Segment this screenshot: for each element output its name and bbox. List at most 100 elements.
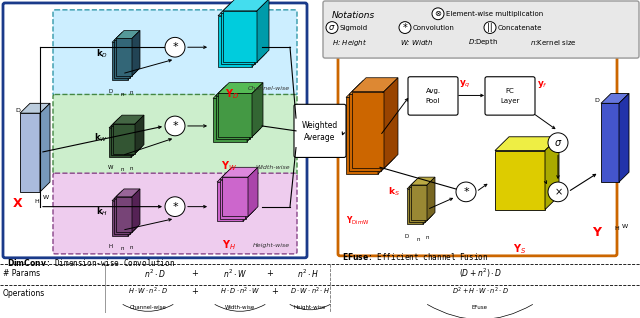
Polygon shape <box>346 84 392 97</box>
Polygon shape <box>20 113 40 192</box>
FancyBboxPatch shape <box>53 10 297 95</box>
Polygon shape <box>222 177 248 217</box>
Text: Notations: Notations <box>332 11 375 20</box>
Text: $\mathbf{k}_D$: $\mathbf{k}_D$ <box>96 48 108 60</box>
Polygon shape <box>133 117 142 156</box>
Polygon shape <box>216 96 250 139</box>
Text: $\mathbf{Y}_{\mathrm{DimW}}$: $\mathbf{Y}_{\mathrm{DimW}}$ <box>346 215 370 227</box>
Text: $\sigma$: $\sigma$ <box>328 23 336 32</box>
Text: $\mathbf{DimConv}$: Dimension-wise Convolution: $\mathbf{DimConv}$: Dimension-wise Convo… <box>7 257 175 268</box>
Polygon shape <box>220 170 255 180</box>
Circle shape <box>326 22 338 33</box>
Circle shape <box>399 22 411 33</box>
Text: D: D <box>404 234 409 239</box>
FancyBboxPatch shape <box>3 3 307 258</box>
Text: n: n <box>120 167 124 172</box>
Polygon shape <box>217 172 253 182</box>
Text: $D$:Depth: $D$:Depth <box>468 37 498 47</box>
Text: $\otimes$: $\otimes$ <box>434 9 442 18</box>
Polygon shape <box>255 2 266 65</box>
Polygon shape <box>109 119 140 128</box>
Text: n: n <box>130 245 134 250</box>
FancyBboxPatch shape <box>338 55 617 256</box>
Text: $\mathbf{X}$: $\mathbf{X}$ <box>12 197 24 210</box>
Polygon shape <box>601 103 619 182</box>
Text: Width-wise: Width-wise <box>225 305 255 309</box>
Text: $n^2 \cdot D$: $n^2 \cdot D$ <box>144 267 166 280</box>
Text: $\mathbf{k}_H$: $\mathbf{k}_H$ <box>96 205 108 218</box>
Text: $D \cdot W \cdot n^2 \cdot H$: $D \cdot W \cdot n^2 \cdot H$ <box>290 286 330 297</box>
Polygon shape <box>113 124 135 154</box>
Polygon shape <box>116 189 140 197</box>
Text: $\mathbf{y}_f$: $\mathbf{y}_f$ <box>537 79 548 90</box>
Circle shape <box>456 182 476 202</box>
FancyBboxPatch shape <box>294 104 346 157</box>
Circle shape <box>548 182 568 202</box>
Polygon shape <box>221 13 255 65</box>
Polygon shape <box>40 103 50 192</box>
Polygon shape <box>213 87 258 98</box>
Polygon shape <box>407 181 431 189</box>
Polygon shape <box>223 0 269 11</box>
Text: n: n <box>426 235 429 240</box>
Text: +: + <box>191 269 198 278</box>
Polygon shape <box>247 87 258 142</box>
Polygon shape <box>130 32 138 78</box>
Polygon shape <box>218 93 252 137</box>
Text: Channel-wise: Channel-wise <box>248 86 290 91</box>
Polygon shape <box>114 40 130 78</box>
Text: Avg.: Avg. <box>426 87 440 93</box>
Polygon shape <box>352 78 398 92</box>
Text: Concatenate: Concatenate <box>498 24 542 31</box>
Polygon shape <box>495 150 545 210</box>
Text: Average: Average <box>304 133 336 142</box>
Polygon shape <box>218 4 264 16</box>
Text: $\mathbf{Y}_H$: $\mathbf{Y}_H$ <box>222 238 236 252</box>
Text: *: * <box>463 187 469 197</box>
Text: $\mathbf{Y}_W$: $\mathbf{Y}_W$ <box>221 159 237 173</box>
Circle shape <box>165 197 185 217</box>
Text: $D^2 + H \cdot W \cdot n^2 \cdot D$: $D^2 + H \cdot W \cdot n^2 \cdot D$ <box>452 286 508 297</box>
Polygon shape <box>250 85 260 139</box>
Polygon shape <box>378 84 392 174</box>
Text: ||: || <box>487 23 493 32</box>
Text: *: * <box>172 42 178 52</box>
Text: $\mathbf{k}_S$: $\mathbf{k}_S$ <box>388 186 400 198</box>
Text: $\mathbf{k}_W$: $\mathbf{k}_W$ <box>94 132 108 144</box>
Circle shape <box>165 116 185 136</box>
Polygon shape <box>384 78 398 168</box>
Polygon shape <box>243 172 253 221</box>
Text: Sigmoid: Sigmoid <box>340 24 368 31</box>
Polygon shape <box>132 189 140 232</box>
Text: Height-wise: Height-wise <box>294 305 326 309</box>
Polygon shape <box>218 83 263 93</box>
Text: Width-wise: Width-wise <box>255 165 290 170</box>
Polygon shape <box>601 93 629 103</box>
Text: Convolution: Convolution <box>413 24 455 31</box>
Text: *: * <box>172 202 178 212</box>
Text: n: n <box>130 90 134 94</box>
Polygon shape <box>257 0 269 62</box>
Text: D: D <box>15 108 20 113</box>
Polygon shape <box>221 2 266 13</box>
Polygon shape <box>116 38 132 76</box>
Polygon shape <box>223 11 257 62</box>
Circle shape <box>548 133 568 153</box>
Polygon shape <box>349 94 381 171</box>
Text: Height-wise: Height-wise <box>253 243 290 248</box>
Polygon shape <box>220 180 246 219</box>
Polygon shape <box>112 42 128 80</box>
Polygon shape <box>252 83 263 137</box>
Circle shape <box>484 22 496 33</box>
Text: W: W <box>43 195 49 200</box>
Text: Element-wise multiplication: Element-wise multiplication <box>446 11 543 17</box>
Polygon shape <box>346 97 378 174</box>
Text: D: D <box>594 98 599 103</box>
Polygon shape <box>252 4 264 67</box>
Text: $n^2 \cdot W$: $n^2 \cdot W$ <box>223 267 247 280</box>
Polygon shape <box>213 98 247 142</box>
Text: $\mathbf{Y}_S$: $\mathbf{Y}_S$ <box>513 242 527 256</box>
Text: Channel-wise: Channel-wise <box>129 305 166 309</box>
Text: $(D+n^2) \cdot D$: $(D+n^2) \cdot D$ <box>458 267 502 280</box>
Text: n: n <box>416 237 420 242</box>
